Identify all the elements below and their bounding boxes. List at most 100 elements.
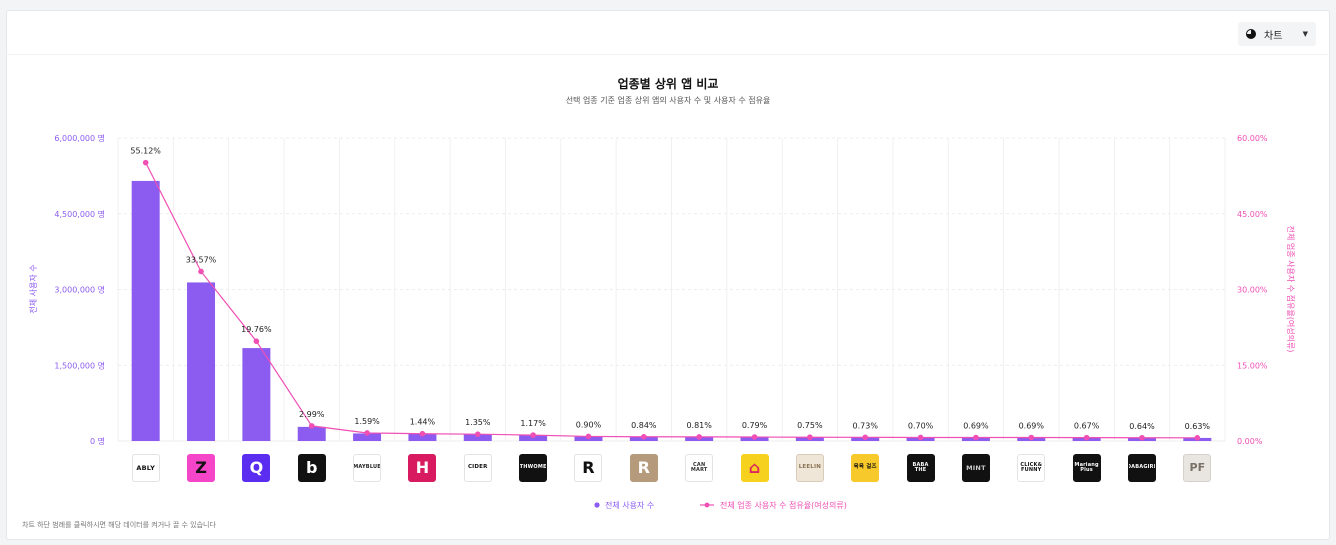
- line-point[interactable]: [253, 338, 260, 345]
- y-axis-label: 전체 사용자 수: [28, 264, 38, 313]
- app-logo: R: [574, 454, 603, 482]
- legend-hint: 차트 하단 범례를 클릭하시면 해당 데이터를 켜거나 끌 수 있습니다: [22, 521, 216, 529]
- app-logo: CLICK& FUNNY: [1017, 454, 1046, 482]
- legend-line-label: 전체 업종 사용자 수 점유율(여성의류): [720, 500, 847, 510]
- line-point[interactable]: [530, 432, 536, 438]
- y-tick-label: 6,000,000 명: [54, 133, 105, 143]
- app-logo: 육육 걸즈: [851, 454, 880, 482]
- y-tick-label: 3,000,000 명: [54, 285, 105, 295]
- y2-tick-label: 15.00%: [1237, 361, 1268, 370]
- y-tick-label: 1,500,000 명: [54, 360, 105, 370]
- legend-bar-marker: [594, 502, 600, 508]
- app-logo: OTHWOMEN: [519, 454, 548, 482]
- chart-type-label: 차트: [1264, 30, 1283, 42]
- app-logo: LEELIN: [795, 454, 824, 482]
- legend-line-dot: [704, 502, 710, 508]
- line-point[interactable]: [862, 434, 869, 441]
- app-logo: BABA THE: [906, 454, 935, 482]
- line-point[interactable]: [142, 159, 149, 166]
- percent-data-label: 0.75%: [797, 421, 823, 430]
- percent-data-label: 0.63%: [1185, 422, 1211, 431]
- percent-data-label: 1.59%: [354, 417, 380, 426]
- line-point[interactable]: [198, 268, 204, 275]
- percent-data-label: 2.99%: [299, 410, 325, 419]
- legend[interactable]: 전체 사용자 수 전체 업종 사용자 수 점유율(여성의류): [594, 500, 847, 510]
- app-logo: R: [629, 454, 658, 482]
- y-tick-label: 0 명: [90, 436, 105, 446]
- app-logo: H: [408, 454, 437, 482]
- percent-data-label: 0.79%: [742, 421, 768, 430]
- percent-data-label: 0.67%: [1074, 422, 1100, 431]
- percent-data-label: 1.35%: [465, 418, 491, 427]
- app-logo: PF: [1183, 454, 1212, 482]
- bar[interactable]: [297, 426, 326, 441]
- legend-bar-label: 전체 사용자 수: [605, 500, 654, 510]
- legend-item-share[interactable]: 전체 업종 사용자 수 점유율(여성의류): [700, 500, 847, 510]
- percent-data-label: 0.69%: [963, 422, 989, 431]
- bar[interactable]: [353, 433, 382, 441]
- app-logo: DABAGIRL: [1127, 454, 1156, 482]
- percent-data-label: 0.73%: [853, 421, 879, 430]
- line-point[interactable]: [807, 434, 813, 441]
- grid-lines: [117, 137, 1226, 442]
- line-point[interactable]: [1139, 434, 1145, 441]
- line-point[interactable]: [696, 434, 702, 440]
- bar-series: [131, 180, 1212, 442]
- bar[interactable]: [131, 180, 160, 442]
- app-logo: b: [297, 454, 326, 482]
- line-series: [142, 159, 1201, 441]
- y2-tick-label: 60.00%: [1237, 134, 1268, 143]
- percent-data-label: 0.81%: [686, 421, 712, 430]
- y2-tick-label: 30.00%: [1237, 286, 1268, 295]
- percent-data-label: 0.90%: [576, 420, 602, 429]
- line-point[interactable]: [585, 433, 592, 440]
- line-point[interactable]: [917, 434, 924, 441]
- pie-chart-icon: [1246, 29, 1256, 39]
- percent-data-label: 55.12%: [130, 147, 161, 156]
- line-point[interactable]: [1194, 435, 1201, 441]
- app-logo: Mariang Plus: [1072, 454, 1101, 482]
- chart-type-dropdown[interactable]: 차트 ▼: [1238, 22, 1316, 46]
- bar[interactable]: [242, 348, 271, 441]
- line-point[interactable]: [973, 434, 979, 441]
- percent-data-label: 1.17%: [520, 419, 546, 428]
- percent-data-label: 0.70%: [908, 421, 934, 430]
- app-logo: Q: [242, 454, 271, 482]
- percent-data-label: 0.64%: [1129, 422, 1155, 431]
- legend-item-users[interactable]: 전체 사용자 수: [594, 500, 654, 510]
- percent-data-label: 1.44%: [410, 418, 436, 427]
- line-point[interactable]: [419, 430, 426, 437]
- percent-data-label: 0.84%: [631, 421, 657, 430]
- app-logo: ABLY: [131, 454, 160, 482]
- bar[interactable]: [187, 282, 216, 441]
- y2-axis-label: 전체 업종 사용자 수 점유율(여성의류): [1286, 226, 1296, 353]
- y-axis-ticks: 0 명 1,500,000 명 3,000,000 명 4,500,000 명 6,00…: [54, 133, 105, 446]
- header-divider: [6, 54, 1328, 55]
- app-logo: CAN MART: [685, 454, 714, 482]
- line-point[interactable]: [474, 431, 481, 437]
- percent-data-label: 19.76%: [241, 325, 272, 334]
- chart-subtitle: 선택 업종 기준 업종 상위 앱의 사용자 수 및 사용자 수 점유율: [566, 95, 771, 105]
- chevron-down-icon: ▼: [1302, 30, 1308, 38]
- line-point[interactable]: [1028, 434, 1035, 441]
- share-line: [145, 162, 1198, 439]
- line-point[interactable]: [1083, 434, 1090, 441]
- chart-card: [6, 10, 1330, 540]
- line-point[interactable]: [751, 434, 758, 440]
- line-point[interactable]: [364, 430, 370, 436]
- chart-title: 업종별 상위 앱 비교: [618, 76, 719, 91]
- percent-data-label: 33.57%: [186, 255, 217, 264]
- line-point[interactable]: [308, 423, 315, 429]
- bar[interactable]: [519, 435, 548, 441]
- app-logo: MAYBLUE: [353, 454, 382, 482]
- y2-tick-label: 0.00%: [1237, 437, 1263, 446]
- y-tick-label: 4,500,000 명: [54, 209, 105, 219]
- app-logo: CIDER: [463, 454, 492, 482]
- y2-tick-label: 45.00%: [1237, 210, 1268, 219]
- bar[interactable]: [463, 434, 492, 441]
- bar[interactable]: [408, 433, 437, 441]
- line-point[interactable]: [641, 433, 647, 440]
- y2-axis-ticks: 0.00% 15.00% 30.00% 45.00% 60.00%: [1237, 134, 1268, 446]
- app-logo: Z: [187, 454, 216, 482]
- percent-data-label: 0.69%: [1019, 422, 1045, 431]
